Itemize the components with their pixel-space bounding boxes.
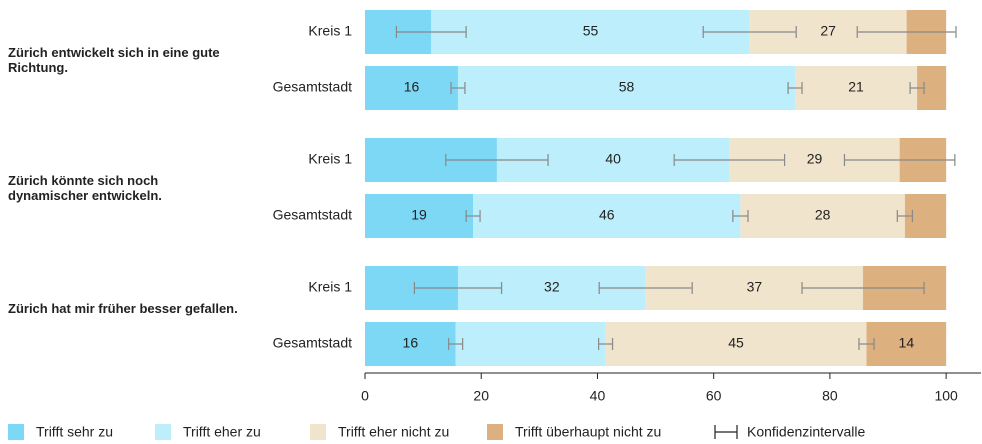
- error-bar: [702, 26, 797, 38]
- value-label: 32: [544, 279, 560, 295]
- bar-segment: [365, 66, 458, 110]
- error-bar: [450, 82, 466, 94]
- bar-segment: [365, 194, 474, 238]
- error-bar: [413, 282, 503, 294]
- bar-segment: [431, 10, 750, 54]
- error-bar: [395, 26, 467, 38]
- error-bar: [856, 26, 957, 38]
- legend-label: Trifft eher zu: [183, 424, 261, 440]
- value-label: 28: [815, 207, 831, 223]
- value-label: 55: [583, 23, 599, 39]
- value-label: 37: [747, 279, 763, 295]
- error-bar: [843, 154, 956, 166]
- x-tick-label: 0: [361, 388, 369, 404]
- row-label: Gesamtstadt: [273, 207, 352, 223]
- legend-label: Trifft überhaupt nicht zu: [515, 424, 661, 440]
- error-bar: [445, 154, 549, 166]
- error-bar: [598, 338, 614, 350]
- row-label: Kreis 1: [308, 279, 352, 295]
- value-label: 58: [619, 79, 635, 95]
- error-bar: [801, 282, 925, 294]
- error-bar: [787, 82, 803, 94]
- row-label: Kreis 1: [308, 151, 352, 167]
- bar-segment: [455, 322, 606, 366]
- value-label: 46: [599, 207, 615, 223]
- legend-swatch: [487, 424, 503, 440]
- legend-swatch: [155, 424, 171, 440]
- error-bar: [673, 154, 786, 166]
- x-tick-label: 40: [590, 388, 606, 404]
- row-label: Kreis 1: [308, 23, 352, 39]
- x-tick-label: 20: [473, 388, 489, 404]
- legend-swatch: [310, 424, 326, 440]
- legend-label: Konfidenzintervalle: [747, 424, 866, 440]
- bar-segment: [365, 322, 456, 366]
- value-label: 45: [728, 335, 744, 351]
- value-label: 16: [404, 79, 420, 95]
- group-label: Zürich hat mir früher besser gefallen.: [8, 301, 238, 316]
- error-bar: [598, 282, 693, 294]
- x-tick-label: 100: [934, 388, 958, 404]
- legend-label: Trifft sehr zu: [36, 424, 113, 440]
- x-tick-label: 80: [822, 388, 838, 404]
- bar-segment: [457, 66, 796, 110]
- group-label: Zürich könnte sich noch dynamischer entw…: [8, 173, 162, 203]
- group-label: Zürich entwickelt sich in eine gute Rich…: [8, 45, 220, 75]
- bar-segment: [795, 66, 918, 110]
- value-label: 19: [411, 207, 427, 223]
- value-label: 21: [848, 79, 864, 95]
- error-bar: [448, 338, 464, 350]
- error-bar: [909, 82, 925, 94]
- bar-segment: [605, 322, 867, 366]
- x-tick-label: 60: [706, 388, 722, 404]
- error-bar: [732, 210, 749, 222]
- value-label: 40: [605, 151, 621, 167]
- legend-swatch: [8, 424, 24, 440]
- bar-segment: [866, 322, 947, 366]
- value-label: 14: [899, 335, 915, 351]
- legend-label: Trifft eher nicht zu: [338, 424, 449, 440]
- error-bar: [858, 338, 875, 350]
- bar-segment: [473, 194, 741, 238]
- bar-segment: [740, 194, 905, 238]
- row-label: Gesamtstadt: [273, 79, 352, 95]
- value-label: 16: [403, 335, 419, 351]
- row-label: Gesamtstadt: [273, 335, 352, 351]
- value-label: 27: [820, 23, 836, 39]
- error-bar: [896, 210, 914, 222]
- value-label: 29: [807, 151, 823, 167]
- error-bar: [465, 210, 481, 222]
